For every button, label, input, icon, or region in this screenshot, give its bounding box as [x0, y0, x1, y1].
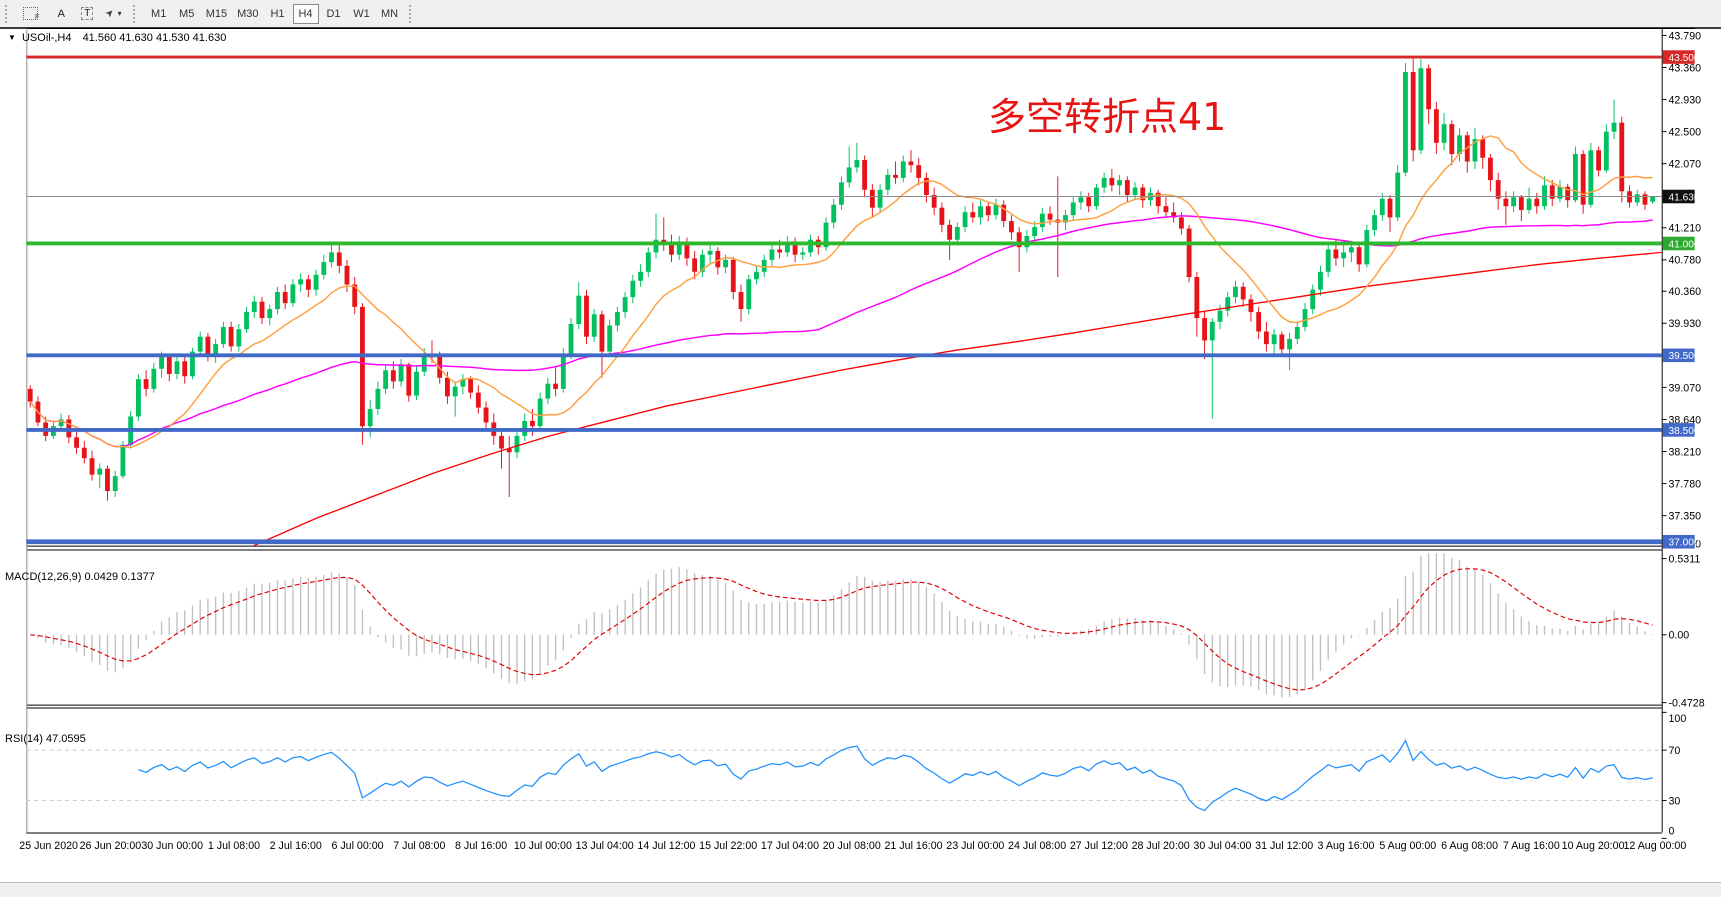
chart-canvas[interactable]: 43.790 43.360 42.930 42.500 42.070 41.210 40.7…	[0, 27, 1721, 882]
svg-text:15 Jul 22:00: 15 Jul 22:00	[699, 840, 757, 852]
symbol-dropdown-icon[interactable]: ▼	[8, 33, 16, 42]
macd-indicator-label: MACD(12,26,9) 0.0429 0.1377	[5, 571, 155, 583]
timeframe-button-M15[interactable]: M15	[202, 4, 231, 24]
svg-text:10 Jul 00:00: 10 Jul 00:00	[514, 840, 572, 852]
window-bottom-strip	[0, 882, 1721, 897]
svg-text:30 Jun 00:00: 30 Jun 00:00	[141, 840, 203, 852]
svg-text:6 Jul 00:00: 6 Jul 00:00	[331, 840, 383, 852]
svg-text:41.210: 41.210	[1668, 223, 1701, 235]
tile-windows-button[interactable]: F	[18, 3, 47, 25]
svg-text:8 Jul 16:00: 8 Jul 16:00	[455, 840, 507, 852]
rsi-indicator-label: RSI(14) 47.0595	[5, 733, 86, 745]
symbol-quote-line[interactable]: ▼ USOil-,H4 41.560 41.630 41.530 41.630	[8, 32, 226, 44]
svg-text:38.500: 38.500	[1668, 426, 1699, 437]
timeframe-button-D1[interactable]: D1	[321, 4, 347, 24]
grid-f-label: F	[35, 14, 40, 21]
ohlc-values: 41.560 41.630 41.530 41.630	[82, 32, 227, 44]
arrow-objects-icon: ➤	[103, 6, 118, 21]
symbol-timeframe-label: USOil-,H4	[21, 32, 72, 44]
svg-text:70: 70	[1668, 745, 1680, 757]
svg-text:3 Aug 16:00: 3 Aug 16:00	[1318, 840, 1375, 852]
svg-text:-0.4728: -0.4728	[1668, 698, 1704, 710]
svg-text:37.000: 37.000	[1668, 538, 1699, 549]
svg-text:23 Jul 00:00: 23 Jul 00:00	[946, 840, 1004, 852]
timeframe-button-M5[interactable]: M5	[174, 4, 200, 24]
svg-text:21 Jul 16:00: 21 Jul 16:00	[885, 840, 943, 852]
svg-text:12 Aug 00:00: 12 Aug 00:00	[1623, 840, 1686, 852]
svg-text:0.00: 0.00	[1668, 630, 1689, 642]
svg-text:40.780: 40.780	[1668, 255, 1701, 267]
svg-text:27 Jul 12:00: 27 Jul 12:00	[1070, 840, 1128, 852]
svg-text:13 Jul 04:00: 13 Jul 04:00	[576, 840, 634, 852]
svg-text:43.500: 43.500	[1668, 53, 1699, 64]
svg-text:39.930: 39.930	[1668, 318, 1701, 330]
toolbar-grip[interactable]	[5, 4, 12, 23]
timeframe-button-W1[interactable]: W1	[349, 4, 375, 24]
toolbar-grip[interactable]	[408, 4, 416, 23]
svg-text:41.630: 41.630	[1668, 192, 1699, 203]
text-box-icon: T	[81, 7, 94, 20]
svg-text:24 Jul 08:00: 24 Jul 08:00	[1008, 840, 1066, 852]
svg-text:2 Jul 16:00: 2 Jul 16:00	[270, 840, 322, 852]
svg-text:5 Aug 00:00: 5 Aug 00:00	[1379, 840, 1436, 852]
svg-text:43.360: 43.360	[1668, 62, 1701, 74]
text-label-button[interactable]: A	[49, 3, 73, 25]
timeframe-button-group: M1 M5 M15 M30 H1 H4 D1 W1 MN	[145, 3, 404, 24]
timeframe-button-H4[interactable]: H4	[292, 3, 319, 24]
timeframe-button-M30[interactable]: M30	[233, 4, 262, 24]
svg-text:10 Aug 20:00: 10 Aug 20:00	[1562, 840, 1625, 852]
svg-text:37.780: 37.780	[1668, 478, 1701, 490]
text-label-icon: A	[57, 7, 65, 20]
svg-text:30 Jul 04:00: 30 Jul 04:00	[1193, 840, 1251, 852]
svg-text:37.350: 37.350	[1668, 511, 1701, 523]
svg-text:42.500: 42.500	[1668, 127, 1701, 139]
timeframe-button-M1[interactable]: M1	[146, 4, 172, 24]
svg-text:30: 30	[1668, 795, 1680, 807]
svg-text:38.210: 38.210	[1668, 446, 1701, 458]
toolbar-grip[interactable]	[132, 4, 140, 23]
svg-text:43.790: 43.790	[1668, 30, 1701, 42]
svg-text:14 Jul 12:00: 14 Jul 12:00	[637, 840, 695, 852]
svg-text:31 Jul 12:00: 31 Jul 12:00	[1255, 840, 1313, 852]
svg-text:6 Aug 08:00: 6 Aug 08:00	[1441, 840, 1498, 852]
svg-text:100: 100	[1668, 713, 1686, 725]
arrow-objects-button[interactable]: ➤ ▾	[101, 3, 126, 25]
svg-text:42.070: 42.070	[1668, 159, 1701, 171]
svg-text:0.5311: 0.5311	[1668, 553, 1700, 565]
tile-windows-icon	[23, 7, 38, 20]
svg-text:25 Jun 2020: 25 Jun 2020	[19, 840, 78, 852]
svg-text:7 Jul 08:00: 7 Jul 08:00	[393, 840, 445, 852]
svg-text:41.000: 41.000	[1668, 239, 1699, 250]
svg-text:26 Jun 20:00: 26 Jun 20:00	[80, 840, 142, 852]
svg-text:42.930: 42.930	[1668, 94, 1701, 106]
text-box-button[interactable]: T	[75, 3, 99, 25]
svg-text:20 Jul 08:00: 20 Jul 08:00	[823, 840, 881, 852]
toolbar: F A T ➤ ▾ M1 M5 M15 M30 H1 H4 D1 W1 MN	[0, 0, 1721, 28]
svg-text:17 Jul 04:00: 17 Jul 04:00	[761, 840, 819, 852]
svg-text:7 Aug 16:00: 7 Aug 16:00	[1503, 840, 1560, 852]
timeframe-button-H1[interactable]: H1	[265, 4, 291, 24]
svg-text:0: 0	[1668, 826, 1674, 838]
svg-text:39.070: 39.070	[1668, 382, 1701, 394]
svg-text:40.360: 40.360	[1668, 286, 1701, 298]
svg-text:28 Jul 20:00: 28 Jul 20:00	[1132, 840, 1190, 852]
chevron-down-icon: ▾	[117, 9, 122, 18]
timeframe-button-MN[interactable]: MN	[377, 4, 403, 24]
chart-window	[0, 27, 1721, 884]
svg-text:1 Jul 08:00: 1 Jul 08:00	[208, 840, 260, 852]
svg-text:39.500: 39.500	[1668, 351, 1699, 362]
chart-annotation-text: 多空转折点41	[988, 95, 1227, 139]
